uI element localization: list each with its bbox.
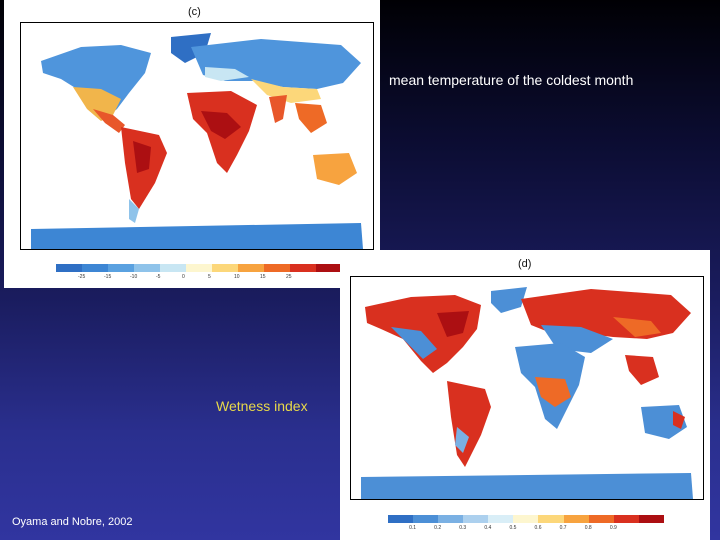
wetness-colorbar-tick: 0.2 bbox=[434, 525, 442, 531]
temperature-colorbar-cell bbox=[160, 264, 186, 272]
temperature-colorbar-tick: 25 bbox=[286, 274, 292, 280]
temperature-colorbar-tick: -25 bbox=[78, 274, 86, 280]
temperature-colorbar-cell bbox=[316, 264, 342, 272]
wetness-caption: Wetness index bbox=[216, 398, 308, 414]
wetness-colorbar-cell bbox=[413, 515, 439, 523]
temperature-colorbar-tick: 15 bbox=[260, 274, 266, 280]
wetness-colorbar-cell bbox=[438, 515, 464, 523]
panel-d-label: (d) bbox=[518, 258, 532, 270]
temperature-colorbar-tick: 10 bbox=[234, 274, 240, 280]
temperature-colorbar-cell bbox=[290, 264, 316, 272]
panel-c-label: (c) bbox=[188, 6, 201, 18]
wetness-colorbar-cell bbox=[388, 515, 414, 523]
temperature-colorbar bbox=[56, 264, 342, 272]
wetness-map-panel: (d) 0.1 0.2 0.3 0.4 0. bbox=[340, 250, 710, 540]
temperature-colorbar-cell bbox=[186, 264, 212, 272]
temperature-colorbar-cell bbox=[108, 264, 134, 272]
wetness-colorbar-cell bbox=[563, 515, 589, 523]
wetness-colorbar-tick: 0.3 bbox=[459, 525, 467, 531]
temperature-colorbar-cell bbox=[264, 264, 290, 272]
wetness-colorbar-cell bbox=[588, 515, 614, 523]
wetness-world-map bbox=[350, 276, 704, 500]
wetness-colorbar-cell bbox=[463, 515, 489, 523]
wetness-colorbar-tick: 0.8 bbox=[584, 525, 592, 531]
temperature-map-graphic bbox=[31, 33, 363, 249]
temperature-colorbar-tick: 0 bbox=[182, 274, 185, 280]
wetness-map-graphic bbox=[361, 287, 693, 499]
wetness-colorbar-tick: 0.6 bbox=[534, 525, 542, 531]
wetness-colorbar bbox=[388, 515, 664, 523]
temperature-colorbar-cell bbox=[82, 264, 108, 272]
temperature-map-panel: (c) -25 -15- bbox=[4, 0, 380, 288]
wetness-colorbar-cell bbox=[538, 515, 564, 523]
temperature-colorbar-cell bbox=[238, 264, 264, 272]
temperature-caption: mean temperature of the coldest month bbox=[389, 72, 634, 88]
wetness-colorbar-ticks: 0.1 0.2 0.3 0.4 0.5 0.6 0.7 0.8 0.9 bbox=[388, 525, 664, 533]
temperature-colorbar-cell bbox=[56, 264, 82, 272]
wetness-colorbar-cell bbox=[638, 515, 664, 523]
wetness-colorbar-tick: 0.4 bbox=[484, 525, 492, 531]
temperature-colorbar-tick: -10 bbox=[130, 274, 138, 280]
temperature-colorbar-ticks: -25 -15 -10 -5 0 5 10 15 25 bbox=[56, 274, 342, 282]
wetness-colorbar-cell bbox=[613, 515, 639, 523]
wetness-colorbar-cell bbox=[488, 515, 514, 523]
wetness-colorbar-tick: 0.5 bbox=[509, 525, 517, 531]
citation-text: Oyama and Nobre, 2002 bbox=[12, 516, 133, 528]
temperature-colorbar-tick: -5 bbox=[156, 274, 161, 280]
wetness-colorbar-cell bbox=[513, 515, 539, 523]
wetness-colorbar-tick: 0.1 bbox=[409, 525, 417, 531]
temperature-colorbar-cell bbox=[134, 264, 160, 272]
temperature-colorbar-cell bbox=[212, 264, 238, 272]
temperature-colorbar-tick: -15 bbox=[104, 274, 112, 280]
wetness-colorbar-tick: 0.9 bbox=[609, 525, 617, 531]
temperature-colorbar-tick: 5 bbox=[208, 274, 211, 280]
wetness-colorbar-tick: 0.7 bbox=[559, 525, 567, 531]
temperature-world-map bbox=[20, 22, 374, 250]
